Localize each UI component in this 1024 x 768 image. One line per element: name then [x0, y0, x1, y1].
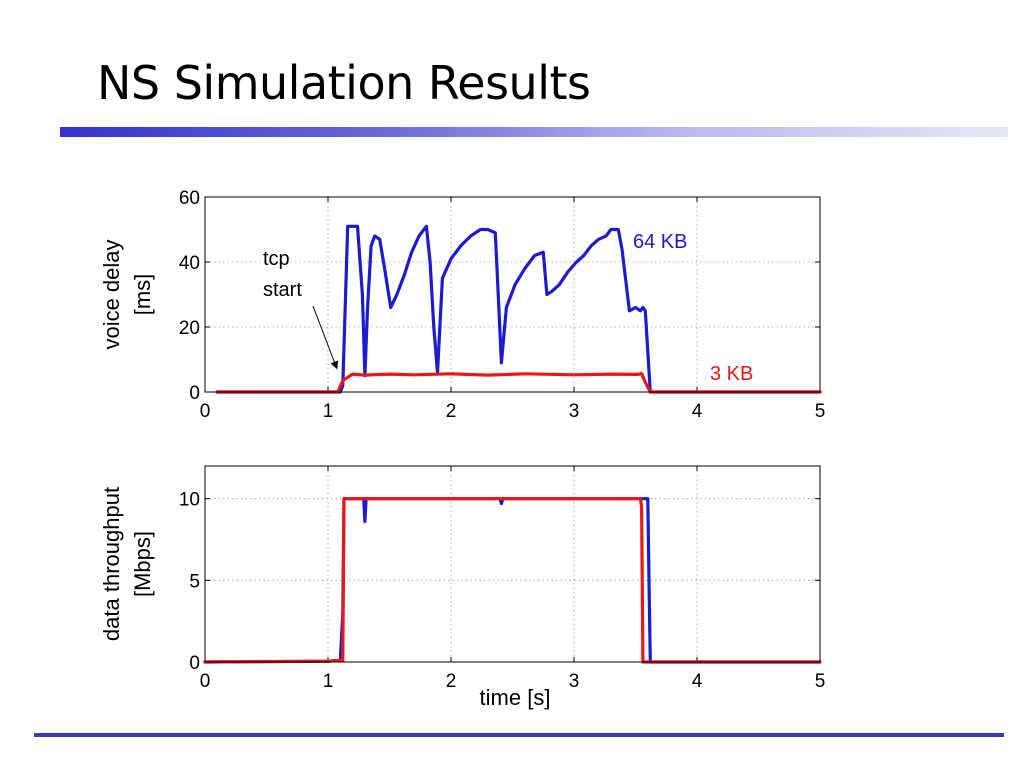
chart2-xtick-label: 2	[446, 671, 457, 692]
chart1-annotation-line-2: start	[263, 279, 302, 301]
chart1-xtick-label: 3	[569, 401, 580, 422]
chart2-ytick-label: 10	[179, 490, 200, 511]
chart1-xtick-label: 0	[200, 401, 211, 422]
chart2-ytick-label: 5	[189, 571, 200, 592]
chart1-series-label-64kb: 64 KB	[633, 231, 687, 253]
chart2-xlabel: time [s]	[480, 685, 551, 710]
chart2-ytick-label: 0	[189, 653, 200, 674]
footer-rule	[34, 733, 1004, 737]
chart1-xtick-label: 4	[692, 401, 703, 422]
chart1-ylabel-line-2: [ms]	[130, 274, 155, 316]
chart1-ytick-label: 20	[179, 318, 200, 339]
chart1-ylabel-line-1: voice delay	[99, 239, 124, 349]
chart1-series-line-64kb	[215, 224, 822, 394]
chart2-ylabel-line-2: [Mbps]	[130, 531, 155, 597]
chart2-xtick-label: 3	[569, 671, 580, 692]
chart2-xtick-label: 0	[200, 671, 211, 692]
chart1-xtick-label: 2	[446, 401, 457, 422]
chart1-axes-frame	[204, 196, 821, 393]
chart1-ytick-label: 0	[189, 383, 200, 404]
chart1-xtick-label: 5	[815, 401, 826, 422]
chart1-ytick-label: 60	[179, 188, 200, 209]
chart2-axes-frame	[204, 465, 821, 663]
chart1-annotation-line-1: tcp	[263, 248, 290, 270]
chart2-xtick-label: 4	[692, 671, 703, 692]
chart2-xtick-label: 5	[815, 671, 826, 692]
chart1-ytick-label: 40	[179, 253, 200, 274]
slide-title: NS Simulation Results	[97, 56, 591, 110]
chart1-series-label-3kb: 3 KB	[710, 363, 753, 385]
chart2-xtick-label: 1	[323, 671, 334, 692]
chart1-xtick-label: 1	[323, 401, 334, 422]
title-underline	[60, 127, 1008, 137]
chart2-ylabel-line-1: data throughput	[99, 487, 124, 641]
chart1-series-line-3kb	[215, 371, 822, 394]
chart1-annotation-arrow	[312, 305, 339, 370]
